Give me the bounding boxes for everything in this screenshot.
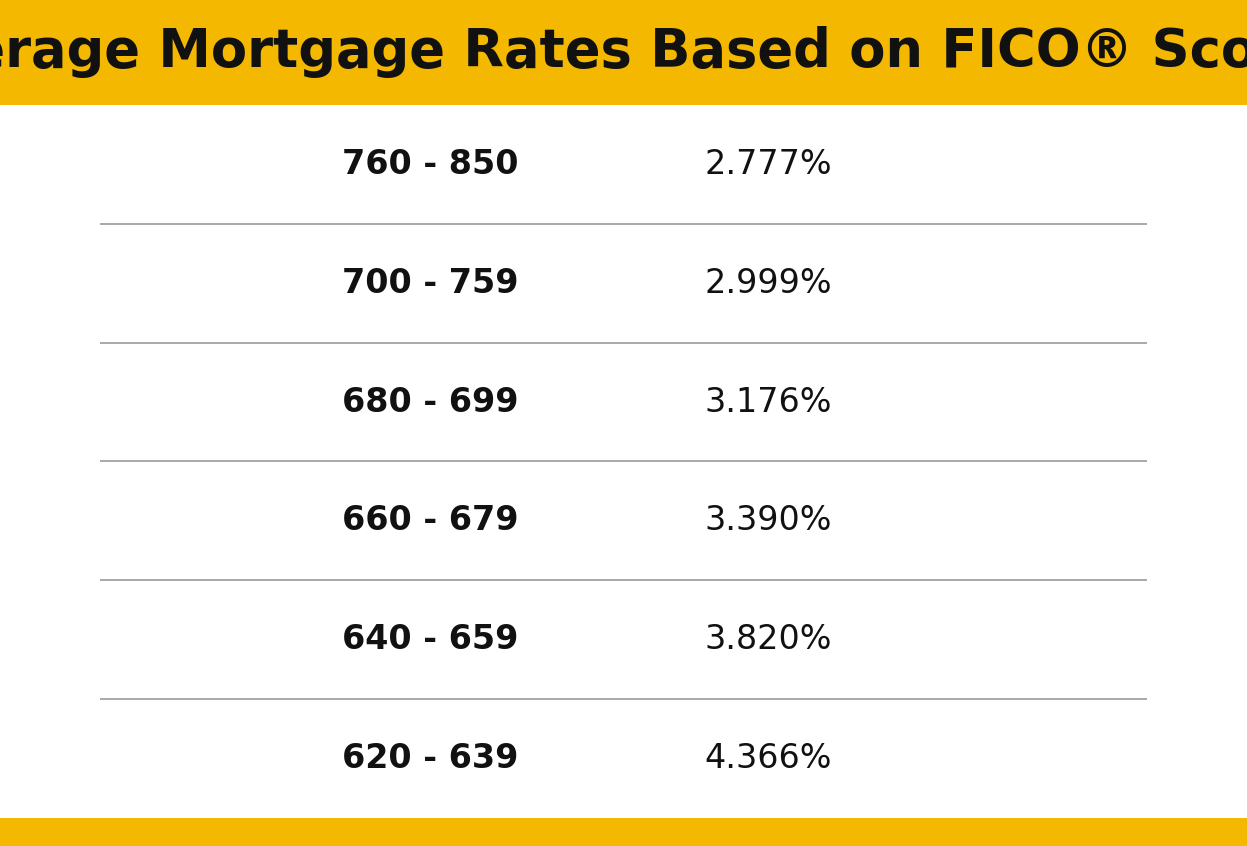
Text: 620 - 639: 620 - 639 <box>342 742 519 775</box>
Text: 700 - 759: 700 - 759 <box>342 266 519 299</box>
Bar <box>0 818 1247 846</box>
Text: 660 - 679: 660 - 679 <box>342 504 519 537</box>
Text: 2.777%: 2.777% <box>705 148 832 181</box>
Text: 2.999%: 2.999% <box>705 266 832 299</box>
Text: 680 - 699: 680 - 699 <box>342 386 519 419</box>
Text: 3.390%: 3.390% <box>705 504 832 537</box>
Text: 4.366%: 4.366% <box>705 742 832 775</box>
Text: 760 - 850: 760 - 850 <box>342 148 519 181</box>
Bar <box>0 0 1247 105</box>
Text: 3.820%: 3.820% <box>705 624 832 656</box>
Text: Average Mortgage Rates Based on FICO® Scores: Average Mortgage Rates Based on FICO® Sc… <box>0 26 1247 79</box>
Text: 640 - 659: 640 - 659 <box>342 624 519 656</box>
Text: 3.176%: 3.176% <box>705 386 832 419</box>
